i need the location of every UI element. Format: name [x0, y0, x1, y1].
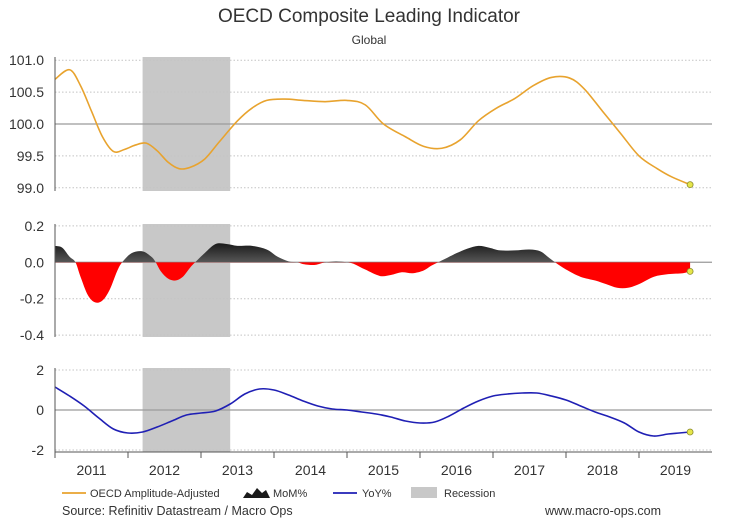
xtick-label-4: 2015 — [368, 462, 399, 478]
ytick-label-mom-0: -0.4 — [20, 327, 44, 343]
ytick-label-yoy-2: 2 — [36, 362, 44, 378]
ytick-label-yoy-0: -2 — [32, 442, 45, 458]
xtick-label-0: 2011 — [76, 462, 106, 478]
xtick-label-1: 2012 — [149, 462, 180, 478]
gridlines-group — [55, 59, 712, 451]
ytick-label-cli-2: 100.0 — [9, 116, 44, 132]
mom-positive-area — [55, 243, 691, 263]
legend-label-recession: Recession — [444, 488, 495, 500]
ytick-label-mom-2: 0.0 — [25, 254, 45, 270]
ytick-label-cli-3: 100.5 — [9, 84, 44, 100]
series-group — [54, 68, 694, 437]
cli-series-line — [54, 68, 691, 186]
recession-band-mom — [142, 224, 231, 337]
cli-end-marker — [686, 181, 694, 189]
ytick-label-cli-0: 99.0 — [17, 180, 44, 196]
xtick-label-2: 2013 — [222, 462, 253, 478]
ytick-label-cli-1: 99.5 — [17, 148, 44, 164]
ytick-label-mom-1: -0.2 — [20, 291, 44, 307]
source-note: Source: Refinitiv Datastream / Macro Ops — [62, 504, 293, 518]
legend-label-yoy: YoY% — [362, 488, 392, 500]
yoy-end-marker — [686, 428, 694, 436]
xtick-label-3: 2014 — [295, 462, 326, 478]
legend-label-cli: OECD Amplitude-Adjusted — [90, 488, 220, 500]
legend-swatch-mom — [243, 488, 270, 498]
yoy-series-line — [54, 386, 691, 437]
legend-swatch-recession — [411, 487, 437, 498]
ytick-label-yoy-1: 0 — [36, 402, 44, 418]
legend: OECD Amplitude-Adjusted MoM% YoY% Recess… — [62, 487, 495, 500]
xtick-label-6: 2017 — [514, 462, 545, 478]
xtick-label-8: 2019 — [660, 462, 691, 478]
mom-end-marker — [686, 267, 694, 275]
ytick-label-mom-3: 0.2 — [25, 218, 45, 234]
chart-title: OECD Composite Leading Indicator — [218, 6, 521, 27]
mom-negative-area — [75, 262, 691, 303]
legend-label-mom: MoM% — [273, 488, 307, 500]
xtick-label-7: 2018 — [587, 462, 618, 478]
xtick-label-5: 2016 — [441, 462, 472, 478]
axes-group: 99.0 99.5 100.0 100.5 101.0 -0.4 -0.2 0.0 0.2 -2 0… — [9, 52, 56, 458]
chart-subtitle: Global — [352, 33, 387, 47]
website-label: www.macro-ops.com — [544, 504, 661, 518]
x-axis: 2011 2012 2013 2014 2015 2016 2017 2018 2019 — [54, 451, 712, 478]
ytick-label-cli-4: 101.0 — [9, 52, 44, 68]
